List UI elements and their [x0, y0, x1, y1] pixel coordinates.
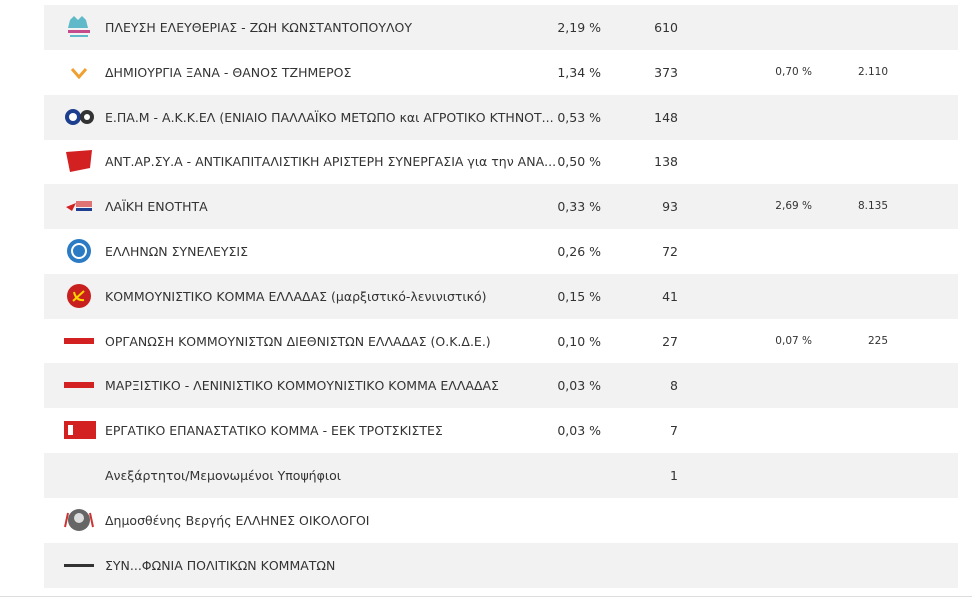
party-logo [67, 239, 91, 263]
previous-votes: 225 [867, 334, 888, 347]
vote-percent: 0,50 % [557, 154, 601, 170]
previous-percent: 0,70 % [775, 65, 812, 78]
party-row: Ανεξάρτητοι/Μεμονωμένοι Υποψήφιοι 1 [44, 453, 958, 498]
party-logo [66, 201, 92, 212]
bottom-border [0, 596, 972, 597]
previous-votes: 2.110 [857, 65, 888, 78]
previous-percent: 2,69 % [775, 200, 812, 213]
previous-percent: 0,07 % [775, 334, 812, 347]
party-logo [67, 283, 91, 308]
vote-percent: 0,53 % [557, 109, 601, 125]
party-logo [64, 508, 94, 531]
vote-percent: 0,03 % [557, 423, 601, 439]
vote-count: 72 [662, 244, 678, 259]
vote-count: 27 [662, 333, 678, 349]
party-row: Δημοσθένης Βεργής ΕΛΛΗΝΕΣ ΟΙΚΟΛΟΓΟΙ [44, 498, 958, 543]
vote-percent: 0,26 % [557, 244, 601, 259]
party-row: ΑΝΤ.ΑΡ.ΣΥ.Α - ΑΝΤΙΚΑΠΙΤΑΛΙΣΤΙΚΗ ΑΡΙΣΤΕΡΗ… [44, 139, 958, 184]
vote-count: 93 [662, 199, 678, 215]
party-row: ΠΛΕΥΣΗ ΕΛΕΥΘΕΡΙΑΣ - ΖΩΗ ΚΩΝΣΤΑΝΤΟΠΟΥΛΟΥ 2… [44, 5, 958, 50]
vote-count: 148 [654, 109, 678, 125]
vote-count: 138 [654, 154, 678, 170]
party-name: ΚΟΜΜΟΥΝΙΣΤΙΚΟ ΚΟΜΜΑ ΕΛΛΑΔΑΣ (μαρξιστικό-… [105, 288, 487, 304]
party-row: ΚΟΜΜΟΥΝΙΣΤΙΚΟ ΚΟΜΜΑ ΕΛΛΑΔΑΣ (μαρξιστικό-… [44, 273, 958, 319]
vote-percent: 0,03 % [557, 378, 601, 394]
party-name: ΣΥΝ...ΦΩΝΙΑ ΠΟΛΙΤΙΚΩΝ ΚΟΜΜΑΤΩΝ [105, 557, 336, 573]
party-name: ΜΑΡΞΙΣΤΙΚΟ - ΛΕΝΙΝΙΣΤΙΚΟ ΚΟΜΜΟΥΝΙΣΤΙΚΟ Κ… [105, 378, 499, 394]
party-row: ΕΡΓΑΤΙΚΟ ΕΠΑΝΑΣΤΑΤΙΚΟ ΚΟΜΜΑ - ΕΕΚ ΤΡΟΤΣΚ… [44, 408, 958, 453]
party-row: ΕΛΛΗΝΩΝ ΣΥΝΕΛΕΥΣΙΣ 0,26 % 72 [44, 229, 958, 274]
vote-percent: 2,19 % [557, 20, 601, 35]
vote-count: 8 [670, 378, 678, 394]
vote-count: 373 [654, 64, 678, 80]
party-logo [64, 337, 94, 344]
party-name: ΠΛΕΥΣΗ ΕΛΕΥΘΕΡΙΑΣ - ΖΩΗ ΚΩΝΣΤΑΝΤΟΠΟΥΛΟΥ [105, 20, 413, 35]
vote-count: 1 [670, 468, 678, 483]
vote-count: 610 [654, 20, 678, 35]
vote-percent: 0,33 % [557, 199, 601, 215]
party-name: Δημοσθένης Βεργής ΕΛΛΗΝΕΣ ΟΙΚΟΛΟΓΟΙ [105, 512, 370, 528]
vote-percent: 0,15 % [557, 288, 601, 304]
party-name: ΕΛΛΗΝΩΝ ΣΥΝΕΛΕΥΣΙΣ [105, 244, 248, 259]
party-row: ΟΡΓΑΝΩΣΗ ΚΟΜΜΟΥΝΙΣΤΩΝ ΔΙΕΘΝΙΣΤΩΝ ΕΛΛΑΔΑΣ… [44, 319, 958, 364]
party-logo [64, 563, 94, 567]
vote-count: 41 [662, 288, 678, 304]
vote-count: 7 [670, 423, 678, 439]
party-logo [66, 150, 92, 173]
party-logo [64, 382, 94, 389]
previous-votes: 8.135 [857, 200, 888, 213]
party-logo [64, 421, 96, 440]
party-name: ΔΗΜΙΟΥΡΓΙΑ ΞΑΝΑ - ΘΑΝΟΣ ΤΖΗΜΕΡΟΣ [105, 64, 352, 80]
party-row: ΔΗΜΙΟΥΡΓΙΑ ΞΑΝΑ - ΘΑΝΟΣ ΤΖΗΜΕΡΟΣ 1,34 % 37… [44, 50, 958, 95]
party-name: ΛΑΪΚΗ ΕΝΟΤΗΤΑ [105, 199, 208, 215]
party-name: ΑΝΤ.ΑΡ.ΣΥ.Α - ΑΝΤΙΚΑΠΙΤΑΛΙΣΤΙΚΗ ΑΡΙΣΤΕΡΗ… [105, 154, 557, 170]
party-logo [70, 67, 88, 80]
party-row: ΜΑΡΞΙΣΤΙΚΟ - ΛΕΝΙΝΙΣΤΙΚΟ ΚΟΜΜΟΥΝΙΣΤΙΚΟ Κ… [44, 363, 958, 409]
party-name: ΕΡΓΑΤΙΚΟ ΕΠΑΝΑΣΤΑΤΙΚΟ ΚΟΜΜΑ - ΕΕΚ ΤΡΟΤΣΚ… [105, 423, 443, 439]
party-name: Ε.ΠΑ.Μ - Α.Κ.Κ.ΕΛ (ΕΝΙΑΙΟ ΠΑΛΛΑΪΚΟ ΜΕΤΩΠ… [105, 109, 554, 125]
party-row: ΣΥΝ...ΦΩΝΙΑ ΠΟΛΙΤΙΚΩΝ ΚΟΜΜΑΤΩΝ [44, 542, 958, 588]
party-row: ΛΑΪΚΗ ΕΝΟΤΗΤΑ 0,33 % 93 2,69 % 8.135 [44, 184, 958, 230]
party-logo [68, 16, 90, 37]
party-logo [65, 108, 94, 125]
vote-percent: 1,34 % [557, 64, 601, 80]
party-row: Ε.ΠΑ.Μ - Α.Κ.Κ.ΕΛ (ΕΝΙΑΙΟ ΠΑΛΛΑΪΚΟ ΜΕΤΩΠ… [44, 94, 958, 140]
party-name: ΟΡΓΑΝΩΣΗ ΚΟΜΜΟΥΝΙΣΤΩΝ ΔΙΕΘΝΙΣΤΩΝ ΕΛΛΑΔΑΣ… [105, 333, 491, 349]
vote-percent: 0,10 % [557, 333, 601, 349]
party-name: Ανεξάρτητοι/Μεμονωμένοι Υποψήφιοι [105, 468, 341, 483]
